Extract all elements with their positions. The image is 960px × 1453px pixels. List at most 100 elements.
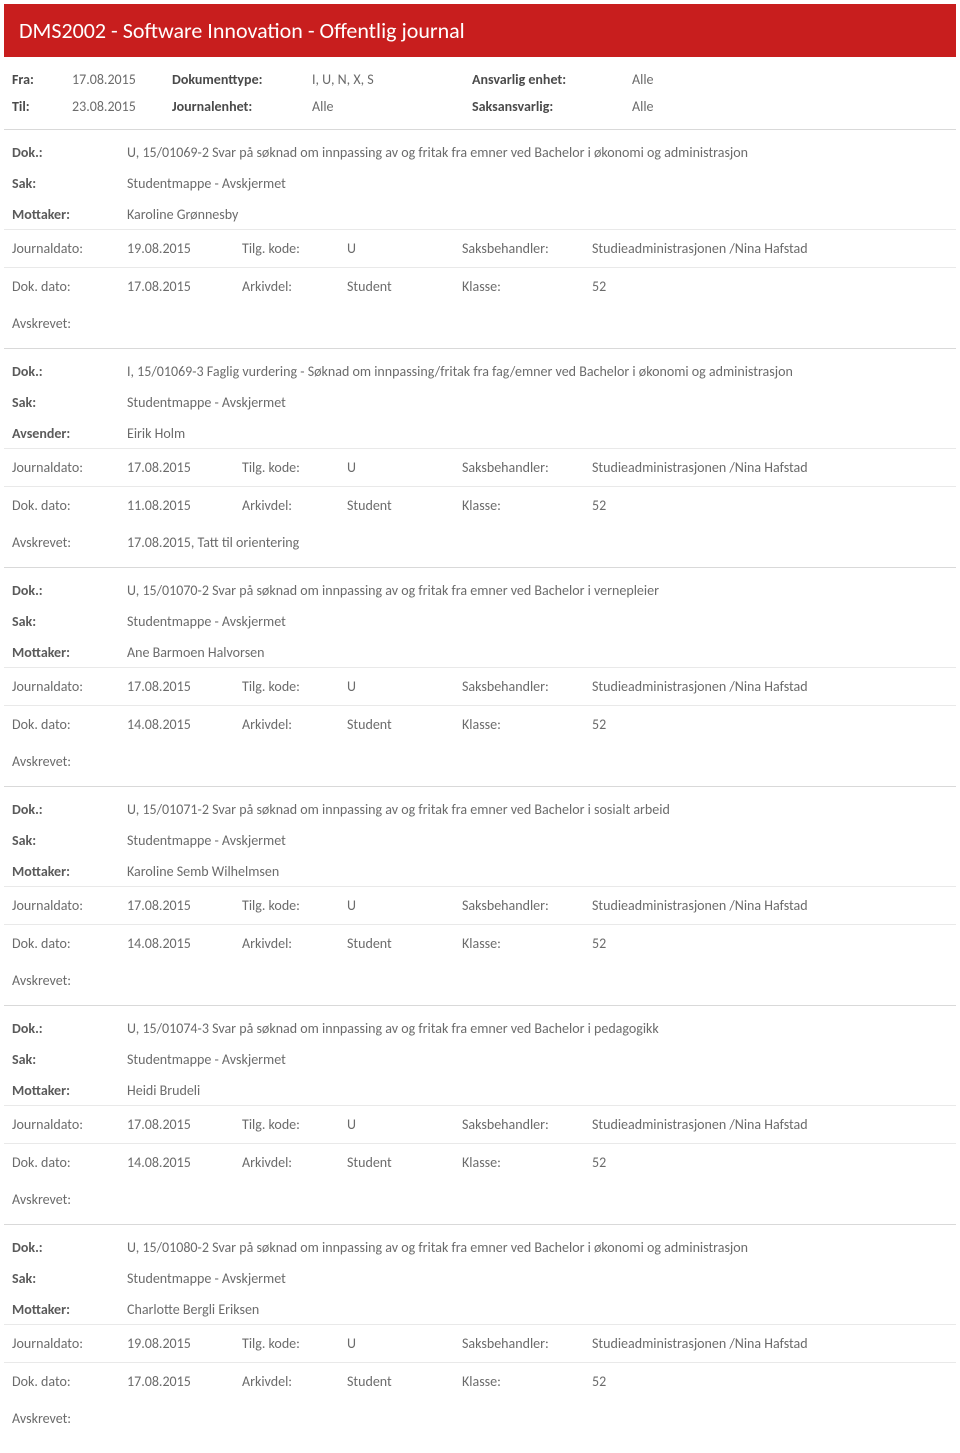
entry-avskrevet-row: Avskrevet: [4,743,956,786]
dok-value: I, 15/01069-3 Faglig vurdering - Søknad … [127,363,948,380]
dok-value: U, 15/01074-3 Svar på søknad om innpassi… [127,1020,948,1037]
sak-label: Sak: [12,832,127,849]
klasse-value: 52 [592,278,948,295]
sak-value: Studentmappe - Avskjermet [127,1051,948,1068]
dokdato-label: Dok. dato: [12,497,127,514]
dokdato-value: 14.08.2015 [127,716,242,733]
party-label: Avsender: [12,425,127,442]
klasse-value: 52 [592,497,948,514]
avskrevet-label: Avskrevet: [12,753,127,770]
saksbehandler-label: Saksbehandler: [462,240,592,257]
journal-entry: Dok.:U, 15/01069-2 Svar på søknad om inn… [4,129,956,348]
saksbehandler-value: Studieadministrasjonen /Nina Hafstad [592,678,948,695]
entry-meta-row-2: Dok. dato:14.08.2015Arkivdel:StudentKlas… [4,924,956,962]
entry-header: Dok.:U, 15/01071-2 Svar på søknad om inn… [4,786,956,886]
klasse-label: Klasse: [462,497,592,514]
sak-value: Studentmappe - Avskjermet [127,613,948,630]
arkivdel-value: Student [347,935,462,952]
journaldato-label: Journaldato: [12,240,127,257]
ansvarlig-enhet-value: Alle [632,71,948,88]
journaldato-value: 19.08.2015 [127,240,242,257]
saksansvarlig-label: Saksansvarlig: [472,98,632,115]
avskrevet-value [127,972,948,989]
arkivdel-label: Arkivdel: [242,935,347,952]
dokdato-label: Dok. dato: [12,1154,127,1171]
sak-value: Studentmappe - Avskjermet [127,175,948,192]
party-label: Mottaker: [12,1301,127,1318]
klasse-value: 52 [592,1373,948,1390]
tilgkode-label: Tilg. kode: [242,1335,347,1352]
entry-header: Dok.:U, 15/01080-2 Svar på søknad om inn… [4,1224,956,1324]
arkivdel-value: Student [347,1154,462,1171]
avskrevet-label: Avskrevet: [12,972,127,989]
entry-avskrevet-row: Avskrevet:17.08.2015, Tatt til orienteri… [4,524,956,567]
dok-value: U, 15/01080-2 Svar på søknad om innpassi… [127,1239,948,1256]
avskrevet-value [127,1410,948,1427]
dokdato-label: Dok. dato: [12,716,127,733]
arkivdel-value: Student [347,1373,462,1390]
dok-value: U, 15/01069-2 Svar på søknad om innpassi… [127,144,948,161]
sak-label: Sak: [12,613,127,630]
dokdato-label: Dok. dato: [12,1373,127,1390]
sak-value: Studentmappe - Avskjermet [127,832,948,849]
entry-avskrevet-row: Avskrevet: [4,305,956,348]
saksbehandler-label: Saksbehandler: [462,678,592,695]
journaldato-label: Journaldato: [12,678,127,695]
entry-header: Dok.:I, 15/01069-3 Faglig vurdering - Sø… [4,348,956,448]
sak-label: Sak: [12,175,127,192]
avskrevet-label: Avskrevet: [12,315,127,332]
entry-meta-row-2: Dok. dato:11.08.2015Arkivdel:StudentKlas… [4,486,956,524]
dokumenttype-value: I, U, N, X, S [312,71,472,88]
party-value: Karoline Semb Wilhelmsen [127,863,948,880]
dok-label: Dok.: [12,1239,127,1256]
sak-value: Studentmappe - Avskjermet [127,1270,948,1287]
entry-avskrevet-row: Avskrevet: [4,1181,956,1224]
entry-meta-row-1: Journaldato:17.08.2015Tilg. kode:USaksbe… [4,1105,956,1143]
avskrevet-value [127,1191,948,1208]
saksbehandler-label: Saksbehandler: [462,897,592,914]
dokdato-label: Dok. dato: [12,935,127,952]
klasse-value: 52 [592,716,948,733]
avskrevet-label: Avskrevet: [12,1410,127,1427]
klasse-label: Klasse: [462,1154,592,1171]
journaldato-value: 17.08.2015 [127,678,242,695]
arkivdel-value: Student [347,716,462,733]
party-value: Eirik Holm [127,425,948,442]
tilgkode-value: U [347,459,462,476]
journalenhet-value: Alle [312,98,472,115]
dok-label: Dok.: [12,144,127,161]
tilgkode-value: U [347,1335,462,1352]
journaldato-label: Journaldato: [12,1335,127,1352]
klasse-label: Klasse: [462,278,592,295]
journal-entry: Dok.:I, 15/01069-3 Faglig vurdering - Sø… [4,348,956,567]
journaldato-label: Journaldato: [12,1116,127,1133]
arkivdel-label: Arkivdel: [242,497,347,514]
entry-meta-row-1: Journaldato:17.08.2015Tilg. kode:USaksbe… [4,448,956,486]
party-label: Mottaker: [12,206,127,223]
entry-meta-row-2: Dok. dato:17.08.2015Arkivdel:StudentKlas… [4,1362,956,1400]
entry-avskrevet-row: Avskrevet: [4,962,956,1005]
klasse-label: Klasse: [462,1373,592,1390]
dok-label: Dok.: [12,801,127,818]
party-value: Charlotte Bergli Eriksen [127,1301,948,1318]
avskrevet-value [127,315,948,332]
journal-entry: Dok.:U, 15/01074-3 Svar på søknad om inn… [4,1005,956,1224]
party-label: Mottaker: [12,1082,127,1099]
saksbehandler-label: Saksbehandler: [462,1335,592,1352]
entry-meta-row-1: Journaldato:19.08.2015Tilg. kode:USaksbe… [4,1324,956,1362]
tilgkode-label: Tilg. kode: [242,240,347,257]
avskrevet-label: Avskrevet: [12,534,127,551]
dok-label: Dok.: [12,1020,127,1037]
entry-meta-row-2: Dok. dato:14.08.2015Arkivdel:StudentKlas… [4,1143,956,1181]
arkivdel-label: Arkivdel: [242,1154,347,1171]
fra-label: Fra: [12,71,72,88]
sak-value: Studentmappe - Avskjermet [127,394,948,411]
entry-meta-row-2: Dok. dato:14.08.2015Arkivdel:StudentKlas… [4,705,956,743]
journaldato-label: Journaldato: [12,897,127,914]
dokdato-value: 17.08.2015 [127,278,242,295]
entry-meta-row-1: Journaldato:19.08.2015Tilg. kode:USaksbe… [4,229,956,267]
klasse-label: Klasse: [462,716,592,733]
party-label: Mottaker: [12,863,127,880]
saksbehandler-label: Saksbehandler: [462,459,592,476]
tilgkode-label: Tilg. kode: [242,897,347,914]
